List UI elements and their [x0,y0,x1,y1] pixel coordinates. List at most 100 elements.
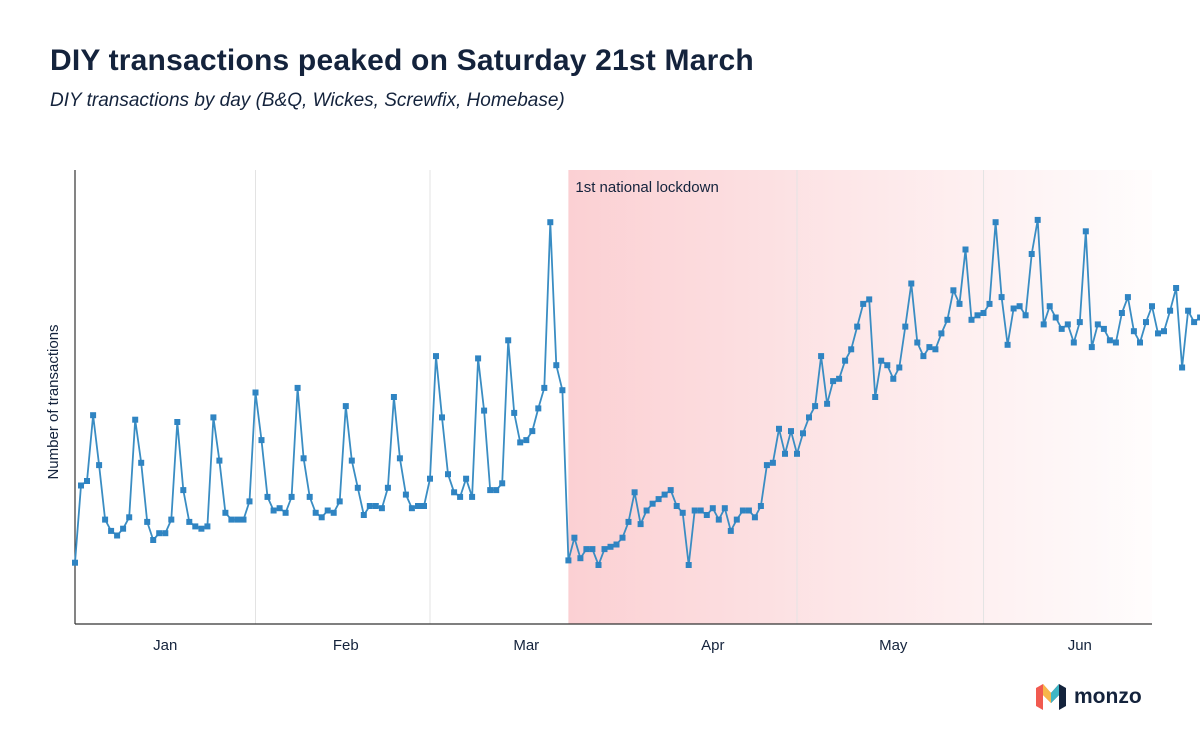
data-point [926,344,933,351]
data-point [685,562,692,568]
data-point [794,450,800,457]
data-point [890,375,897,382]
data-point [709,505,716,512]
data-point [1191,319,1198,326]
data-point [342,403,349,410]
data-point [860,300,867,307]
data-point [427,475,433,482]
data-point [469,493,476,500]
data-point [306,493,313,500]
data-point [776,425,782,432]
data-point [144,518,151,525]
data-point [848,346,855,353]
data-point [294,384,301,391]
data-point [210,414,217,421]
data-point [240,516,247,523]
data-point [90,412,97,419]
data-point [529,428,536,435]
data-point [108,527,115,534]
data-point [493,487,500,494]
data-point [1064,321,1071,328]
data-point [192,523,199,530]
data-point [697,507,704,514]
data-point [1112,339,1119,346]
data-point [1118,310,1125,316]
data-point [475,355,482,362]
data-point [300,455,307,462]
data-point [330,509,337,516]
data-point [1028,251,1035,257]
data-point [246,498,253,505]
data-point [372,503,379,509]
data-point [1149,303,1155,310]
data-point [1022,312,1029,319]
data-point [721,505,728,512]
data-point [421,503,427,509]
data-point [408,505,415,512]
data-point [366,503,373,509]
data-point [1046,303,1053,310]
data-point [673,503,680,509]
data-point [487,487,494,494]
data-point [1052,314,1059,321]
data-point [1076,319,1083,326]
data-point [812,403,819,410]
data-point [1004,341,1011,348]
data-point [691,507,698,514]
data-point [258,437,265,444]
data-point [601,546,608,553]
data-point [866,296,873,303]
data-point [1010,305,1017,312]
data-point [150,537,157,543]
data-point [168,516,175,523]
data-point [679,509,686,516]
data-point [920,353,927,360]
data-point [998,294,1005,301]
data-point [1094,321,1101,328]
data-point [932,346,939,353]
data-point [1173,285,1180,291]
data-point [1179,364,1186,371]
data-point [938,330,945,337]
data-point [824,400,831,407]
data-point [270,507,277,514]
data-point [553,362,560,369]
data-point [138,459,145,466]
data-point [914,339,921,346]
data-point [613,541,620,548]
data-point [968,316,975,323]
data-point [402,491,409,498]
data-point [896,364,903,371]
data-point [252,389,259,396]
data-point [589,546,596,553]
data-point [1034,216,1041,223]
data-point [324,507,331,514]
data-point [541,384,548,391]
data-point [625,518,632,525]
data-point [739,507,746,514]
data-point [565,557,572,564]
data-point [836,375,843,382]
data-point [1130,328,1137,335]
data-point [715,516,722,523]
data-point [733,516,740,523]
data-point [595,562,602,568]
data-point [523,437,530,444]
data-point [511,409,518,416]
data-point [944,316,951,323]
data-point [445,471,451,478]
data-point [854,323,861,330]
data-point [1088,344,1095,351]
data-point [216,457,223,464]
x-tick-label: Mar [513,637,539,654]
data-point [499,480,506,487]
data-point [649,500,656,507]
data-point [84,478,90,484]
data-point [1040,321,1047,328]
data-point [908,280,915,287]
x-tick-label: Jun [1068,637,1092,654]
data-point [806,414,812,421]
lockdown-shaded-region [568,170,1152,624]
x-tick-label: May [879,637,908,654]
